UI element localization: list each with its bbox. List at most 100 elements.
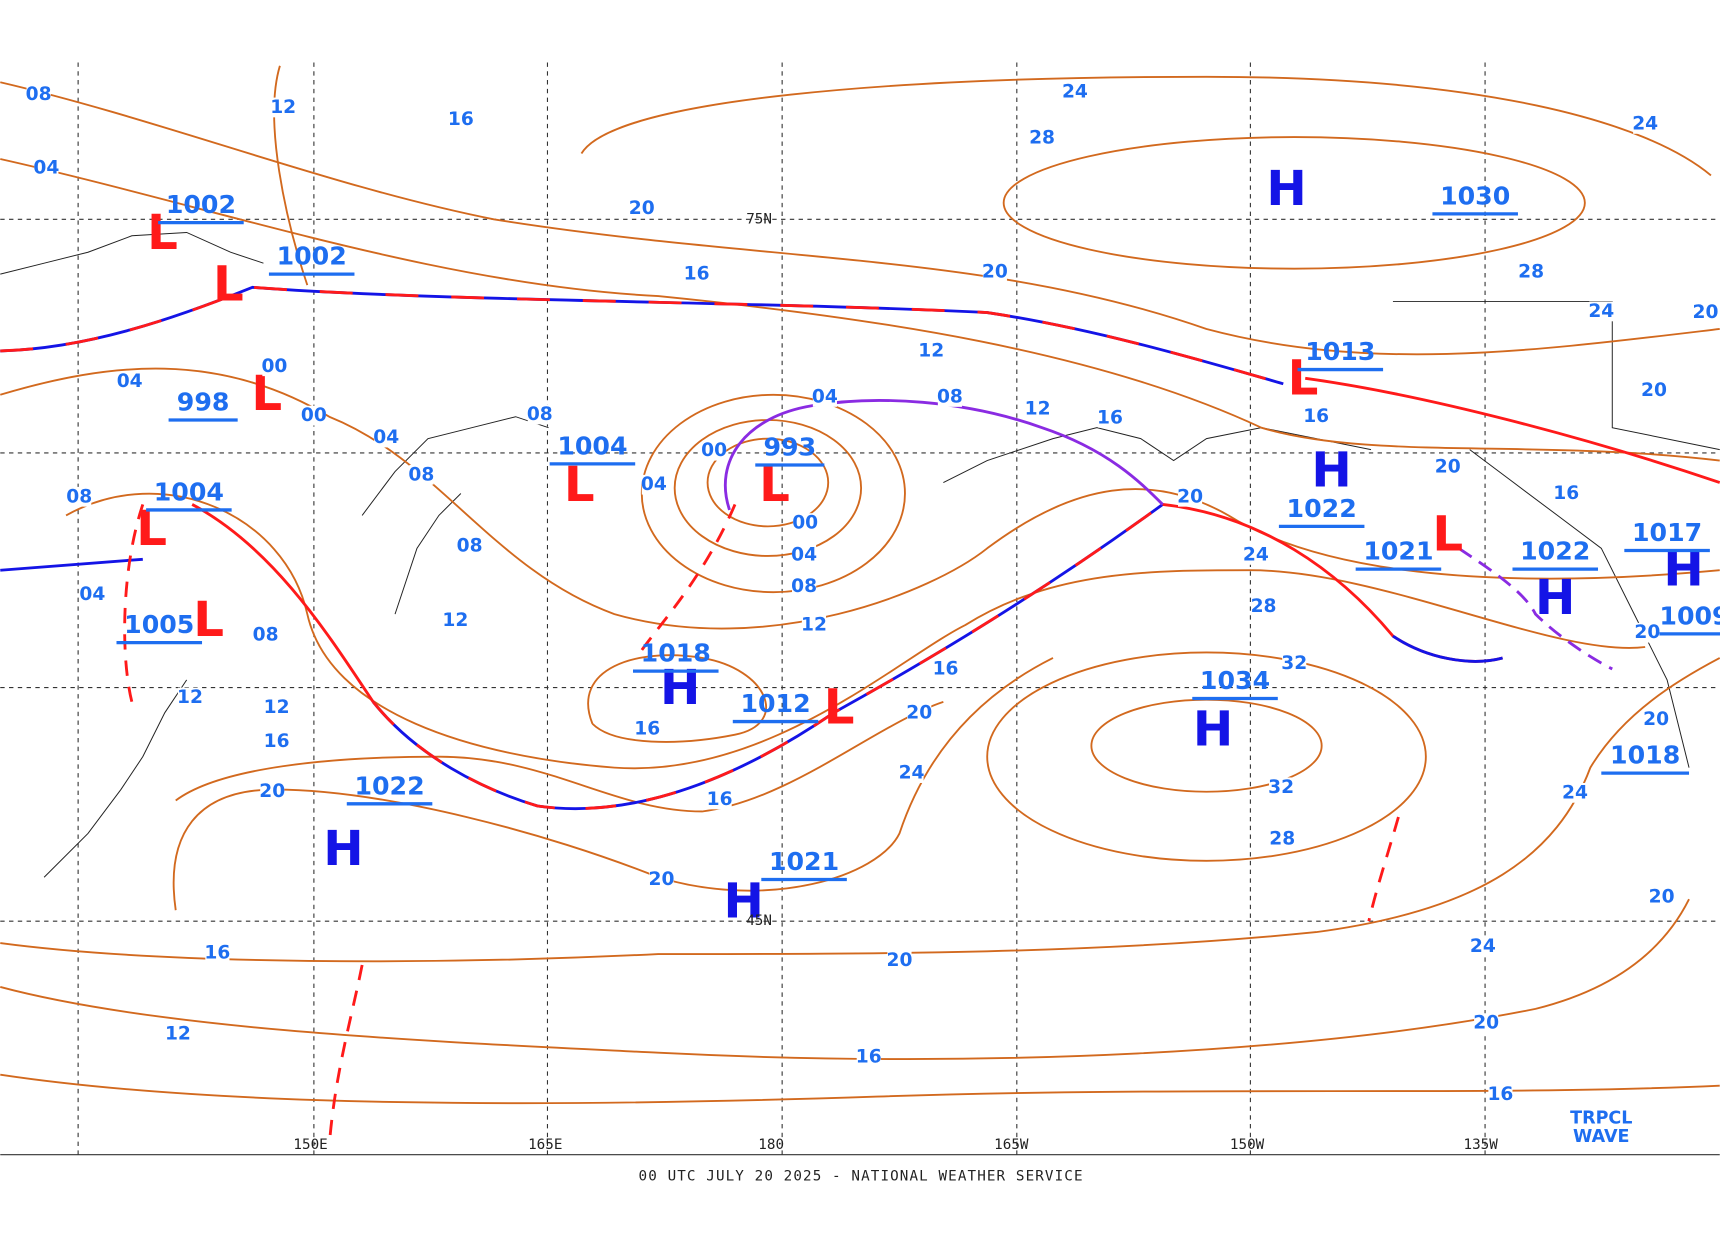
label-backing [793, 513, 818, 533]
label-backing [1304, 406, 1329, 427]
high-center: H [1266, 161, 1306, 217]
isobar-label: 12 [264, 697, 290, 718]
label-backing [80, 584, 105, 605]
isobar-label: 24 [899, 763, 925, 784]
central-pressure: 1009 [1659, 601, 1720, 630]
label-backing [1554, 483, 1579, 504]
label-backing [635, 719, 660, 740]
longitude-label: 165W [994, 1137, 1029, 1153]
isobar-label: 24 [1470, 936, 1496, 957]
isobar-label: 04 [79, 584, 105, 605]
isobar-label: 16 [1303, 406, 1329, 427]
central-pressure: 1022 [1520, 537, 1590, 566]
high-center: H [323, 821, 363, 877]
fronts [0, 285, 1720, 1147]
warm-front [1305, 376, 1720, 484]
central-pressure: 1017 [1632, 518, 1702, 547]
isobar [0, 657, 1720, 963]
central-pressure: 1018 [1610, 741, 1680, 770]
isobar-label: 12 [1025, 399, 1051, 420]
isobar-label: 12 [165, 1024, 191, 1045]
cold-front [1392, 634, 1503, 663]
label-backing [982, 262, 1007, 282]
isobar-label: 16 [1097, 407, 1123, 428]
isobar [0, 898, 1690, 1060]
label-backing [887, 950, 912, 971]
isobar [0, 1073, 1720, 1105]
isobar-label: 16 [933, 658, 959, 679]
isobar-label: 16 [684, 264, 710, 285]
label-backing [1470, 936, 1495, 957]
label-backing [702, 440, 727, 461]
isobar-label: 20 [982, 261, 1008, 282]
central-pressure: 1022 [1287, 494, 1357, 523]
label-backing [177, 687, 203, 708]
label-backing [1635, 622, 1660, 643]
coast [1469, 449, 1690, 768]
label-backing [1488, 1084, 1513, 1105]
isobar-label: 16 [856, 1047, 882, 1068]
isobar-label: 08 [26, 84, 52, 105]
isobar-label: 04 [791, 544, 817, 565]
label-backing [409, 464, 434, 485]
label-backing [792, 545, 817, 565]
label-backing [34, 157, 59, 178]
coastlines [0, 231, 1720, 878]
latitude-label: 45N [746, 913, 772, 929]
occluded-front [724, 399, 1164, 511]
isobar [175, 700, 944, 813]
label-backing [641, 474, 666, 495]
central-pressure: 1030 [1440, 181, 1510, 210]
isobar-label: 12 [177, 687, 203, 708]
coast [943, 427, 1372, 483]
label-backing [26, 84, 51, 105]
label-backing [527, 404, 552, 425]
isobar-label: 04 [117, 371, 143, 392]
isobar-label: 16 [1487, 1084, 1513, 1105]
central-pressure: 1013 [1305, 337, 1375, 366]
isobar-label: 12 [270, 97, 296, 118]
isobar-label: 32 [1268, 777, 1294, 798]
central-pressure: 1018 [641, 639, 711, 668]
isobar-label: 20 [629, 198, 655, 219]
isobar-label: 08 [66, 486, 92, 507]
latitude-label: 75N [746, 211, 772, 227]
isobar-label: 16 [1553, 483, 1579, 504]
longitude-label: 150W [1230, 1137, 1265, 1153]
isobar-label: 00 [301, 405, 327, 426]
trough [123, 503, 145, 703]
isobar-label: 00 [261, 356, 287, 377]
coast [0, 231, 264, 275]
label-backing [937, 387, 962, 407]
isobar-label: 08 [253, 624, 279, 645]
isobar-label: 20 [1177, 486, 1203, 507]
label-backing [443, 610, 468, 631]
isobar-label: 04 [373, 427, 399, 448]
central-pressure: 1002 [277, 242, 347, 271]
isobar-label: 28 [1518, 261, 1544, 282]
central-pressure: 1012 [740, 689, 810, 718]
central-pressure: 998 [177, 388, 230, 417]
central-pressure: 1034 [1200, 666, 1270, 695]
central-pressure: 1004 [557, 431, 627, 460]
label-backing [1474, 1013, 1499, 1034]
labels: L1002L1002L998L1004L1005L1004L993H1018L1… [26, 82, 1720, 1185]
isobar-label: 04 [812, 386, 838, 407]
label-backing [1269, 777, 1294, 798]
isobar [1002, 136, 1586, 270]
isobar-label: 20 [649, 869, 675, 890]
occluded-front [1457, 547, 1613, 671]
isobar [587, 654, 767, 743]
low-center: L [1432, 506, 1463, 562]
coast [394, 493, 462, 615]
label-backing [1251, 596, 1276, 617]
coast [361, 416, 549, 516]
label-backing [1062, 82, 1087, 102]
isobar [986, 651, 1427, 862]
label-backing [457, 536, 482, 556]
label-backing [1641, 380, 1667, 401]
longitude-label: 180 [758, 1137, 784, 1153]
label-backing [812, 387, 837, 407]
isobar-label: 20 [1643, 709, 1669, 730]
